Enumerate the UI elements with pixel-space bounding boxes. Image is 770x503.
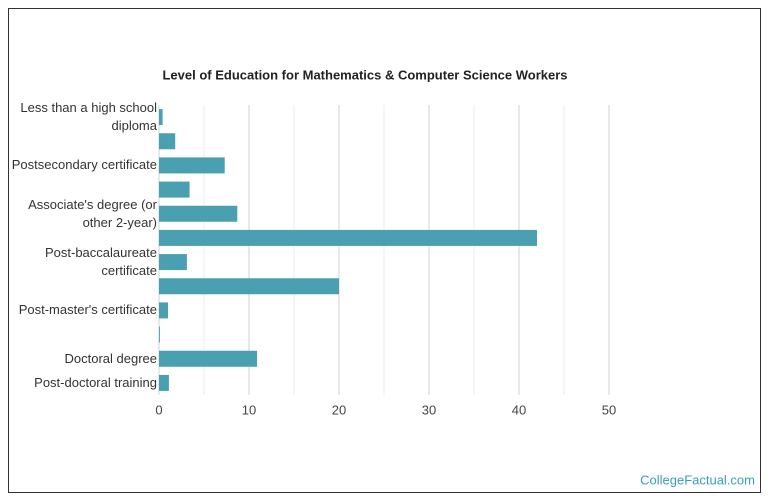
y-tick-label: Post-baccalaureate certificate xyxy=(44,245,157,279)
y-tick-label: Less than a high school diploma xyxy=(20,100,157,134)
y-tick-label: Doctoral degree xyxy=(64,350,158,366)
bar xyxy=(159,157,225,174)
bar xyxy=(159,181,190,198)
bar xyxy=(159,374,169,391)
y-tick-label: Postsecondary certificate xyxy=(11,157,157,173)
y-tick-label: Post-master's certificate xyxy=(18,302,157,318)
x-tick-label: 30 xyxy=(422,402,436,417)
x-tick-label: 50 xyxy=(602,402,616,417)
x-tick-label: 20 xyxy=(332,402,346,417)
bar xyxy=(159,326,160,343)
y-tick-label: Post-doctoral training xyxy=(34,374,157,390)
x-tick-label: 10 xyxy=(242,402,256,417)
x-tick-label: 40 xyxy=(512,402,526,417)
bar xyxy=(159,302,168,319)
bar xyxy=(159,278,339,295)
bar xyxy=(159,350,258,367)
bar xyxy=(159,109,163,126)
x-tick-label: 0 xyxy=(155,402,162,417)
y-tick-label: Associate's degree (or other 2-year) xyxy=(28,196,157,230)
bar xyxy=(159,254,187,271)
bar xyxy=(159,133,176,150)
chart-title: Level of Education for Mathematics & Com… xyxy=(162,67,567,82)
bar xyxy=(159,229,537,246)
source[interactable]: CollegeFactual.com xyxy=(640,472,755,487)
bar xyxy=(159,205,238,222)
